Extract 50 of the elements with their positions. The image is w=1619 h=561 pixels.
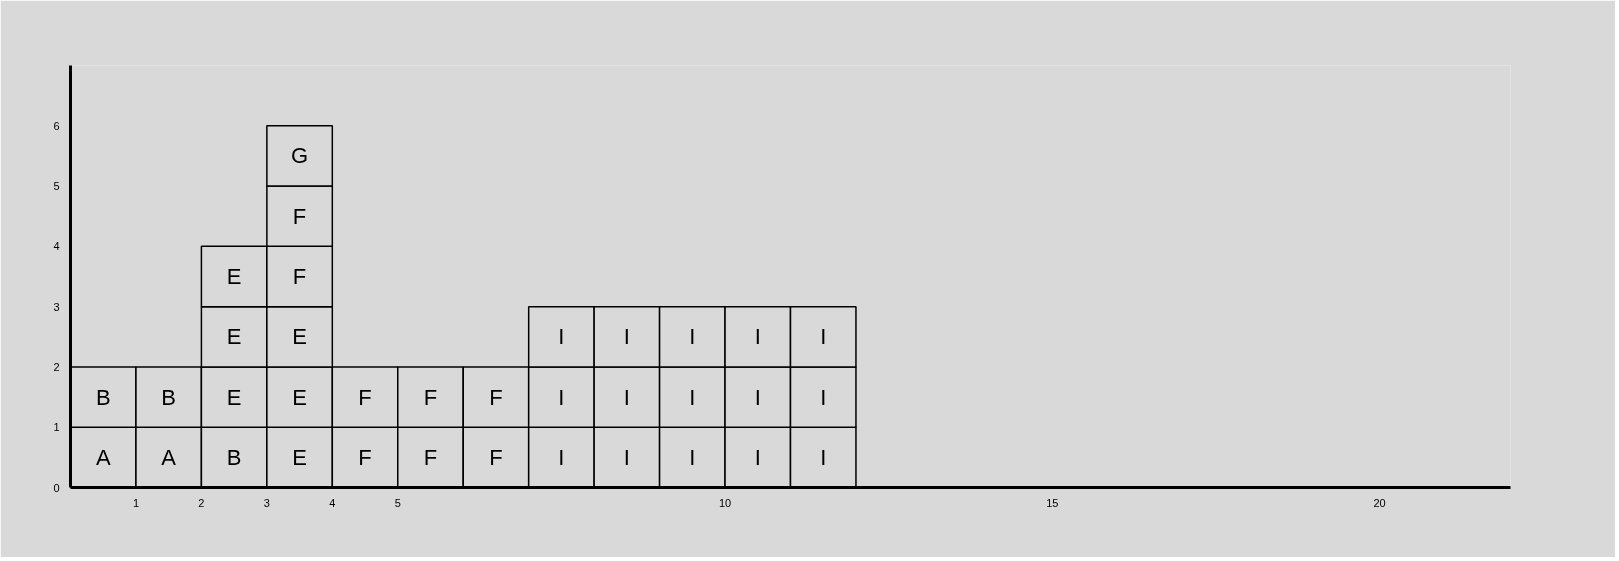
data-label: A — [95, 444, 111, 470]
data-label: I — [623, 384, 630, 410]
x-tick-label: 1 — [132, 496, 140, 509]
data-label: I — [689, 384, 696, 410]
data-label: F — [358, 384, 372, 410]
x-tick-label: 3 — [263, 496, 270, 509]
data-label: E — [226, 324, 242, 350]
data-label: B — [95, 384, 111, 410]
y-tick-label: 2 — [53, 360, 60, 373]
y-tick-label: 6 — [53, 119, 60, 132]
y-tick-label: 5 — [53, 180, 60, 193]
data-label: F — [423, 384, 438, 410]
data-label: E — [292, 384, 307, 410]
y-tick-label: 3 — [53, 300, 60, 313]
data-label: I — [754, 324, 761, 350]
data-label: I — [558, 444, 565, 470]
x-tick-label: 20 — [1373, 496, 1386, 509]
data-label: I — [689, 444, 696, 470]
data-label: I — [623, 324, 630, 350]
data-label: A — [161, 444, 177, 470]
data-label: F — [292, 203, 307, 229]
data-label: I — [820, 444, 827, 470]
data-label: E — [292, 324, 307, 350]
y-tick-label: 0 — [53, 481, 60, 494]
data-label: E — [226, 384, 242, 410]
data-label: I — [820, 384, 827, 410]
data-label: I — [558, 384, 565, 410]
x-tick-label: 2 — [198, 496, 205, 509]
x-tick-label: 10 — [718, 496, 732, 509]
data-label: E — [226, 264, 242, 289]
data-label: I — [623, 444, 630, 470]
x-tick-label: 4 — [329, 496, 336, 509]
x-tick-label: 15 — [1046, 496, 1059, 509]
data-label: B — [161, 384, 177, 410]
data-label: E — [292, 444, 307, 470]
data-label: F — [489, 384, 503, 410]
data-label: I — [820, 324, 827, 350]
data-label: I — [754, 444, 761, 470]
y-tick-label: 1 — [53, 421, 60, 434]
data-label: G — [291, 143, 309, 169]
data-label: I — [754, 384, 761, 410]
data-label: I — [558, 324, 565, 350]
data-label: F — [423, 444, 438, 470]
data-label: I — [689, 324, 696, 350]
data-label: B — [226, 444, 242, 470]
x-tick-label: 5 — [394, 496, 401, 509]
data-label: F — [292, 264, 307, 289]
y-tick-label: 4 — [53, 240, 60, 253]
data-label: F — [358, 444, 372, 470]
data-label: F — [489, 444, 503, 470]
